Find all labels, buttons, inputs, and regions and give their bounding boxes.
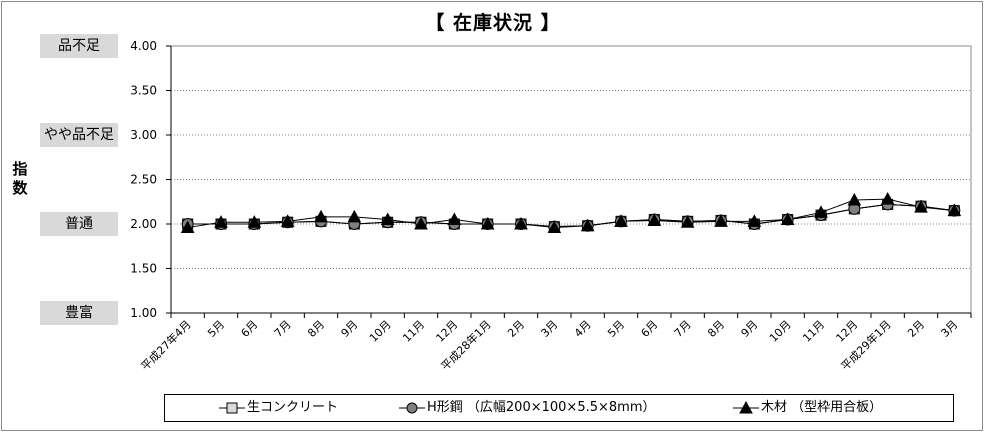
x-tick-label: 8月 — [705, 318, 727, 340]
legend-item-h-steel: H形鋼 （広幅200×100×5.5×8mm） — [397, 399, 655, 417]
x-tick-label: 11月 — [800, 318, 827, 345]
x-tick-label: 7月 — [272, 318, 294, 340]
level-label-shortage: 品不足 — [40, 34, 118, 58]
x-tick-label: 7月 — [672, 318, 694, 340]
triangle-point — [647, 213, 662, 226]
triangle-point — [847, 192, 862, 206]
triangle-point — [447, 212, 462, 226]
x-tick-label: 4月 — [572, 318, 594, 340]
triangle-point — [214, 215, 228, 228]
y-tick-label: 3.50 — [130, 84, 157, 98]
triangle-point — [947, 203, 962, 217]
x-tick-label: 6月 — [239, 318, 261, 340]
x-tick-label: 10月 — [367, 318, 394, 345]
triangle-marker-icon — [733, 400, 759, 413]
x-tick-label: 9月 — [339, 318, 361, 340]
x-tick-label: 9月 — [739, 318, 761, 340]
triangle-point — [280, 214, 295, 227]
x-tick-label: 2月 — [905, 318, 927, 340]
legend: 生コンクリート H形鋼 （広幅200×100×5.5×8mm） 木材 （型枠用合… — [164, 394, 954, 422]
level-label-normal: 普通 — [40, 212, 118, 236]
legend-label-h-steel: H形鋼 （広幅200×100×5.5×8mm） — [427, 400, 656, 415]
legend-label-lumber: 木材 （型枠用合板） — [761, 400, 883, 415]
triangle-point — [180, 220, 195, 234]
x-tick-label: 5月 — [205, 318, 227, 340]
x-tick-label: 平成27年4月 — [138, 317, 194, 373]
x-tick-label: 12月 — [434, 318, 461, 345]
legend-label-concrete: 生コンクリート — [247, 400, 339, 415]
chart-title: 【 在庫状況 】 — [425, 12, 561, 34]
triangle-point — [914, 200, 928, 213]
triangle-point — [414, 216, 428, 230]
triangle-point — [480, 216, 495, 230]
x-tick-label: 11月 — [400, 318, 427, 345]
triangle-point — [714, 214, 728, 227]
legend-item-lumber: 木材 （型枠用合板） — [731, 399, 882, 417]
x-tick-label: 3月 — [939, 318, 961, 340]
triangle-point — [580, 218, 595, 232]
triangle-point — [380, 212, 395, 226]
x-tick-label: 12月 — [834, 318, 861, 345]
series-line-square — [187, 203, 955, 228]
x-tick-label: 2月 — [505, 318, 527, 340]
series-line-triangle — [187, 198, 955, 229]
series-line-circle — [187, 203, 955, 228]
x-tick-label: 6月 — [639, 318, 661, 340]
y-tick-label: 4.00 — [130, 39, 157, 53]
y-tick-label: 2.50 — [130, 173, 157, 187]
triangle-point — [514, 216, 528, 230]
triangle-point — [614, 214, 628, 227]
triangle-point — [780, 212, 795, 226]
triangle-point — [247, 215, 262, 228]
x-tick-label: 3月 — [539, 318, 561, 340]
triangle-point — [347, 209, 362, 223]
square-marker-icon — [219, 402, 245, 413]
y-tick-label: 2.00 — [130, 217, 157, 231]
triangle-point — [880, 192, 895, 205]
triangle-point — [814, 205, 828, 218]
y-tick-label: 1.00 — [130, 306, 157, 320]
legend-item-concrete: 生コンクリート — [217, 399, 338, 417]
level-label-slight-shortage: やや品不足 — [40, 123, 118, 147]
triangle-point — [680, 215, 695, 228]
triangle-point — [747, 214, 762, 227]
y-axis-label: 指数 — [12, 160, 28, 197]
y-tick-label: 3.00 — [130, 128, 157, 142]
circle-marker-icon — [399, 402, 425, 413]
x-tick-label: 5月 — [605, 318, 627, 340]
triangle-point — [547, 220, 562, 234]
y-tick-label: 1.50 — [130, 262, 157, 276]
x-tick-label: 8月 — [305, 318, 327, 340]
x-tick-label: 10月 — [767, 318, 794, 345]
level-label-plenty: 豊富 — [40, 301, 118, 325]
triangle-point — [314, 209, 328, 223]
